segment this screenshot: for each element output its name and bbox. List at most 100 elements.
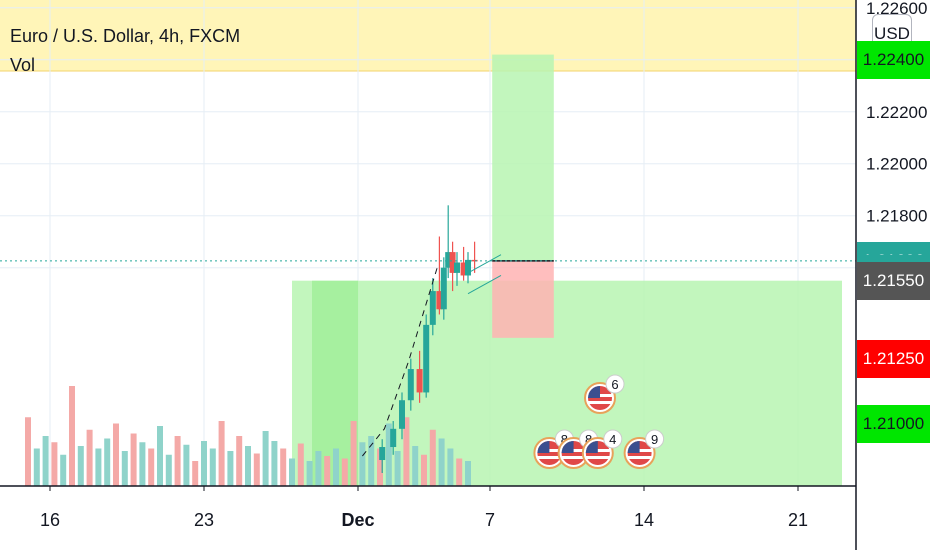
flag-stripe xyxy=(585,456,610,459)
volume-bar xyxy=(438,438,445,486)
volume-histogram xyxy=(25,386,471,486)
volume-bar xyxy=(385,423,392,486)
volume-bar xyxy=(60,454,67,486)
volume-bar xyxy=(271,441,278,486)
volume-bar xyxy=(350,421,357,486)
candle-body xyxy=(399,400,405,429)
candle-body xyxy=(460,262,467,276)
flag-canton xyxy=(585,441,598,453)
volume-bar xyxy=(95,448,102,486)
volume-bar xyxy=(227,451,234,486)
time-tick-label: 21 xyxy=(788,510,808,530)
chart-grid xyxy=(0,0,856,486)
volume-bar xyxy=(33,448,40,486)
price-tick-label: 1.22200 xyxy=(866,103,927,122)
time-tick-label: 7 xyxy=(485,510,495,530)
economic-events: 6 8 8 4 9 xyxy=(533,374,665,469)
volume-bar xyxy=(297,443,304,486)
chart-legend: Euro / U.S. Dollar, 4h, FXCM Vol xyxy=(10,26,240,76)
event-count: 8 xyxy=(561,432,568,447)
volume-bar xyxy=(25,417,31,486)
stop-zone xyxy=(492,260,554,338)
header-band xyxy=(0,0,856,71)
volume-bar xyxy=(183,444,190,486)
candle-series xyxy=(379,205,478,474)
candle-body xyxy=(449,252,456,273)
volume-bar xyxy=(456,458,463,486)
candle-body xyxy=(440,267,447,310)
volume-bar xyxy=(77,446,84,486)
volume-bar xyxy=(280,448,287,486)
volume-bar xyxy=(465,461,471,486)
volume-bar xyxy=(121,451,128,486)
volume-bar xyxy=(421,454,427,486)
trend-line xyxy=(362,267,438,457)
volume-bar xyxy=(253,453,260,486)
volume-bar xyxy=(165,454,172,486)
volume-bar xyxy=(157,426,163,486)
price-tick-label: 1.21800 xyxy=(866,207,927,226)
price-tick-label: 1.22600 xyxy=(866,0,927,18)
volume-bar xyxy=(209,448,216,486)
price-tag: 1.22400 xyxy=(857,40,930,79)
volume-bar xyxy=(69,386,75,486)
volume-bar xyxy=(447,448,454,486)
volume-bar xyxy=(341,458,348,486)
event-marker[interactable]: 6 xyxy=(584,374,625,414)
event-marker[interactable]: 8 xyxy=(557,429,599,469)
volume-bar xyxy=(315,451,322,486)
symbol-title[interactable]: Euro / U.S. Dollar, 4h, FXCM xyxy=(10,26,241,46)
flag-stripe xyxy=(537,456,562,459)
volume-bar xyxy=(262,431,269,486)
volume-bar xyxy=(113,423,119,486)
time-tick-label: 23 xyxy=(194,510,214,530)
volume-bar xyxy=(148,448,155,486)
price-tag: 1.21000 xyxy=(857,404,930,443)
candle-body xyxy=(445,252,452,268)
candle-body xyxy=(454,262,460,273)
price-tag: 1.21250 xyxy=(857,339,930,378)
candle-body xyxy=(436,291,443,310)
candle-body xyxy=(471,259,478,262)
time-tick-label: 16 xyxy=(40,510,60,530)
candle-body xyxy=(423,324,430,393)
chart-zones xyxy=(292,54,842,486)
flag-stripe xyxy=(561,456,586,459)
volume-bar xyxy=(51,442,58,486)
volume-bar xyxy=(377,448,383,486)
volume-bar xyxy=(429,429,436,486)
event-count: 4 xyxy=(609,432,616,447)
candle-body xyxy=(465,259,471,276)
volume-bar xyxy=(130,433,137,486)
target-zone xyxy=(492,54,554,261)
flag-stripe xyxy=(588,401,612,404)
volume-bar xyxy=(42,436,49,486)
volume-bar xyxy=(174,436,181,486)
volume-bar xyxy=(218,421,225,486)
volume-bar xyxy=(306,461,313,486)
flag-canton xyxy=(537,441,550,453)
event-marker[interactable]: 4 xyxy=(581,429,623,469)
volume-bar xyxy=(333,448,339,486)
candle-body xyxy=(390,428,397,448)
event-count-badge xyxy=(603,429,623,449)
volume-bar xyxy=(104,438,111,486)
event-count-badge xyxy=(605,374,625,394)
flag-stripe xyxy=(627,456,652,459)
time-axis: 16 23 Dec 7 14 21 xyxy=(0,485,856,530)
volume-indicator-label[interactable]: Vol xyxy=(10,55,36,75)
event-marker[interactable]: 9 xyxy=(623,429,665,469)
price-tag: 1.21550 xyxy=(857,261,930,300)
flag-line xyxy=(467,275,502,295)
candle-body xyxy=(407,369,414,401)
flag-canton xyxy=(588,386,600,398)
price-tick-label: 1.22000 xyxy=(866,155,927,174)
time-tick-label: Dec xyxy=(341,510,374,530)
volume-bar xyxy=(139,442,146,486)
candle-body xyxy=(379,447,386,461)
volume-bar xyxy=(394,451,401,486)
event-count: 8 xyxy=(585,432,592,447)
event-count: 9 xyxy=(651,432,658,447)
volume-bar xyxy=(245,446,251,486)
